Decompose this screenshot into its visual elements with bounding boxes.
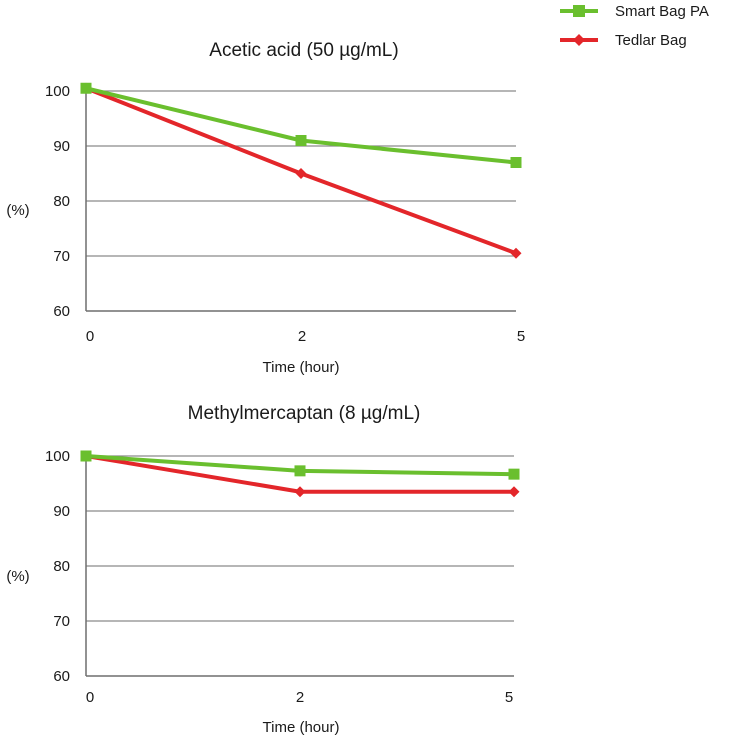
legend-marker-square bbox=[573, 5, 585, 17]
series-smart-bag-pa bbox=[80, 82, 522, 168]
data-point bbox=[508, 468, 520, 480]
y-tick-label: 70 bbox=[53, 248, 70, 265]
data-point bbox=[80, 82, 92, 94]
legend-marker-diamond bbox=[573, 34, 585, 46]
data-point bbox=[295, 168, 307, 179]
legend-label: Tedlar Bag bbox=[615, 32, 687, 49]
y-axis-label: (%) bbox=[6, 202, 29, 219]
y-tick-label: 80 bbox=[53, 558, 70, 575]
data-point bbox=[294, 465, 306, 477]
x-axis-label: Time (hour) bbox=[263, 359, 340, 376]
y-tick-label: 60 bbox=[53, 303, 70, 320]
y-tick-label: 80 bbox=[53, 193, 70, 210]
data-point bbox=[510, 157, 522, 168]
legend-item-tedlar-bag: Tedlar Bag bbox=[560, 32, 687, 49]
chart-panel-2: Methylmercaptan (8 µg/mL) 60 70 80 90 100 (%) 0… bbox=[6, 403, 520, 736]
x-tick-label: 2 bbox=[298, 328, 306, 345]
y-tick-label: 100 bbox=[45, 448, 70, 465]
series-tedlar-bag bbox=[80, 82, 522, 259]
y-tick-label: 60 bbox=[53, 668, 70, 685]
x-tick-label: 2 bbox=[296, 689, 304, 706]
y-tick-label: 100 bbox=[45, 83, 70, 100]
x-axis-label: Time (hour) bbox=[263, 719, 340, 736]
data-point bbox=[295, 135, 307, 146]
series-smart-bag-pa bbox=[80, 450, 520, 480]
x-tick-label: 0 bbox=[86, 328, 94, 345]
data-point bbox=[294, 486, 306, 498]
data-point bbox=[508, 486, 520, 498]
data-point bbox=[80, 450, 92, 462]
y-axis-label: (%) bbox=[6, 568, 29, 585]
x-tick-label: 0 bbox=[86, 689, 94, 706]
series-line bbox=[84, 86, 518, 165]
y-tick-label: 70 bbox=[53, 613, 70, 630]
y-tick-label: 90 bbox=[53, 138, 70, 155]
data-point bbox=[510, 247, 522, 259]
x-tick-label: 5 bbox=[505, 689, 513, 706]
legend-item-smart-bag-pa: Smart Bag PA bbox=[560, 3, 709, 20]
chart-title: Acetic acid (50 µg/mL) bbox=[209, 40, 398, 61]
chart-panel-1: Acetic acid (50 µg/mL) 60 70 80 90 100 (%) 0 2 5 T… bbox=[6, 40, 525, 376]
x-tick-label: 5 bbox=[517, 328, 525, 345]
legend-label: Smart Bag PA bbox=[615, 3, 709, 20]
chart-title: Methylmercaptan (8 µg/mL) bbox=[188, 403, 421, 424]
y-tick-label: 90 bbox=[53, 503, 70, 520]
legend: Smart Bag PA Tedlar Bag bbox=[560, 3, 709, 49]
